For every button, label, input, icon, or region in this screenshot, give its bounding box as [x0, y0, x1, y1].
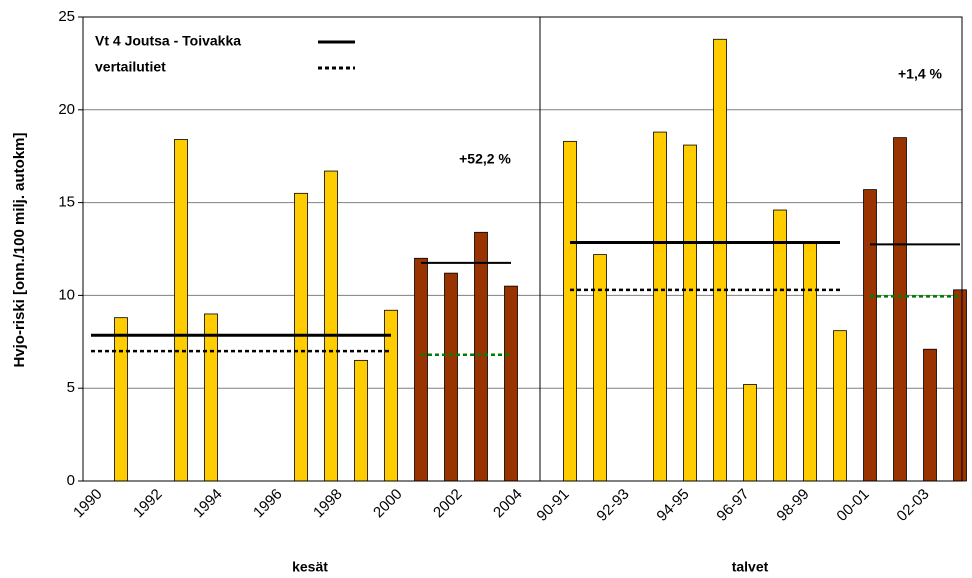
x-axis-label: talvet — [732, 559, 769, 575]
bar — [743, 384, 757, 482]
bar — [563, 140, 577, 482]
bar — [504, 285, 518, 482]
marks — [91, 38, 967, 482]
bar — [923, 348, 937, 482]
bar — [593, 254, 607, 482]
bar — [114, 317, 128, 482]
y-tick-label: 10 — [58, 286, 75, 303]
bar — [863, 189, 877, 482]
bar — [713, 38, 727, 482]
bar — [953, 289, 967, 482]
bar — [324, 170, 338, 482]
bar — [444, 272, 458, 482]
plot-border — [82, 16, 963, 482]
bar — [354, 359, 368, 482]
bar — [204, 313, 218, 482]
bar — [653, 131, 667, 482]
x-axis-label: kesät — [292, 559, 328, 575]
legend-label: vertailutiet — [95, 59, 166, 75]
y-tick-label: 15 — [58, 194, 75, 211]
annotation: +52,2 % — [459, 151, 511, 167]
y-tick-label: 5 — [67, 379, 75, 396]
bar — [833, 330, 847, 482]
y-tick-label: 25 — [58, 8, 75, 25]
bar — [773, 209, 787, 482]
bar — [174, 139, 188, 482]
bar — [294, 192, 308, 482]
annotation: +1,4 % — [898, 66, 943, 82]
legend-label: Vt 4 Joutsa - Toivakka — [95, 33, 241, 49]
bar — [414, 257, 428, 482]
y-axis-label: Hvjo-riski [onn./100 milj. autokm] — [11, 132, 28, 367]
bar — [474, 231, 488, 482]
y-tick-label: 20 — [58, 101, 75, 118]
bar — [803, 243, 817, 482]
bar — [683, 144, 697, 482]
bar — [893, 137, 907, 482]
y-tick-label: 0 — [67, 472, 75, 489]
